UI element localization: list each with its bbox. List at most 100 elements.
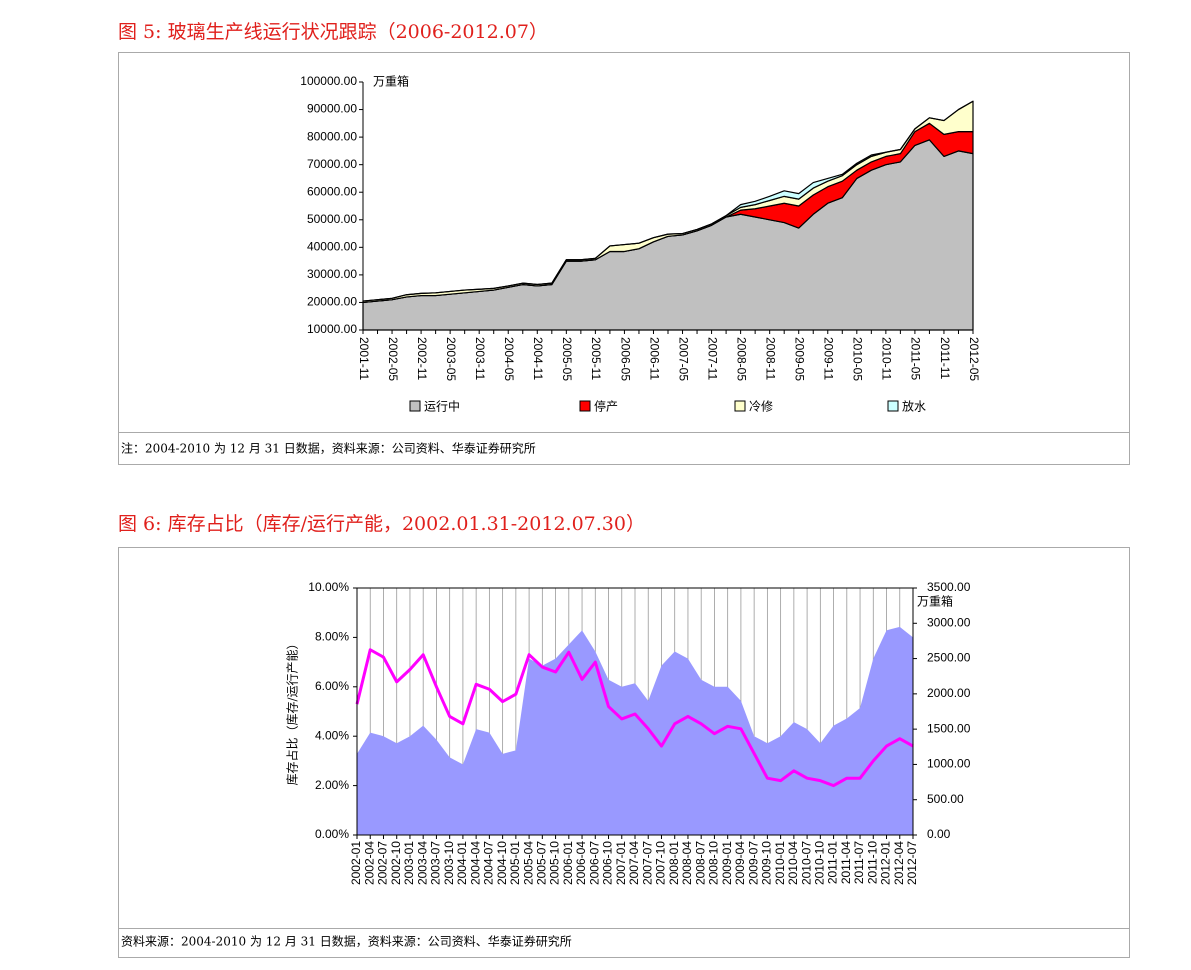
x-tick-label: 2008-01	[667, 841, 681, 885]
x-tick-label: 2005-10	[548, 841, 562, 885]
x-tick-label: 2007-05	[676, 337, 690, 381]
x-tick-label: 2002-05	[386, 337, 400, 381]
y-tick-label: 4.00%	[315, 728, 349, 742]
x-tick-label: 2010-04	[786, 841, 800, 885]
x-tick-label: 2010-11	[880, 337, 894, 380]
y-tick-label: 6.00%	[315, 679, 349, 693]
y-tick-label: 100000.00	[300, 74, 357, 88]
y2-tick-label: 1000.00	[927, 757, 971, 771]
x-tick-label: 2009-10	[760, 841, 774, 885]
legend-label: 冷修	[749, 399, 773, 414]
x-tick-label: 2009-07	[746, 841, 760, 885]
area	[357, 626, 913, 835]
x-tick-label: 2012-01	[879, 841, 893, 885]
x-tick-label: 2007-04	[627, 841, 641, 885]
y2-tick-label: 0.00	[927, 827, 951, 841]
y2-tick-label: 3000.00	[927, 615, 971, 629]
x-tick-label: 2006-04	[574, 841, 588, 885]
x-tick-label: 2005-07	[535, 841, 549, 885]
y-tick-label: 20000.00	[307, 295, 357, 309]
x-tick-label: 2011-01	[826, 841, 840, 884]
x-tick-label: 2007-10	[654, 841, 668, 885]
x-tick-label: 2008-11	[763, 337, 777, 380]
x-tick-label: 2005-04	[521, 841, 535, 885]
y-tick-label: 90000.00	[307, 102, 357, 116]
y-tick-label: 70000.00	[307, 157, 357, 171]
x-tick-label: 2002-04	[362, 841, 376, 885]
x-tick-label: 2004-11	[531, 337, 545, 380]
x-tick-label: 2003-01	[402, 841, 416, 885]
y-tick-label: 30000.00	[307, 267, 357, 281]
x-tick-label: 2005-01	[508, 841, 522, 885]
x-tick-label: 2011-05	[909, 337, 923, 380]
x-tick-label: 2007-07	[640, 841, 654, 885]
x-tick-label: 2009-05	[793, 337, 807, 381]
area	[362, 100, 974, 302]
x-tick-label: 2006-07	[587, 841, 601, 885]
legend-swatch	[887, 400, 899, 412]
x-tick-label: 2003-10	[442, 841, 456, 885]
x-tick-label: 2006-05	[618, 337, 632, 381]
x-tick-label: 2008-04	[680, 841, 694, 885]
line	[355, 648, 914, 788]
y-tick-label: 10.00%	[308, 580, 349, 594]
y2-tick-label: 500.00	[927, 792, 964, 806]
figure-box	[118, 547, 1130, 958]
unit-label: 万重箱	[373, 74, 409, 89]
x-tick-label: 2011-11	[938, 337, 952, 380]
y-tick-label: 80000.00	[307, 129, 357, 143]
x-tick-label: 2009-01	[720, 841, 734, 885]
figure-note: 注：2004-2010 为 12 月 31 日数据，资料来源：公司资料、华泰证券…	[121, 441, 536, 456]
x-tick-label: 2004-05	[502, 337, 516, 381]
x-tick-label: 2003-04	[415, 841, 429, 885]
x-tick-label: 2008-05	[734, 337, 748, 381]
x-tick-label: 2006-10	[601, 841, 615, 885]
x-tick-label: 2011-10	[865, 841, 879, 884]
y-tick-label: 40000.00	[307, 240, 357, 254]
x-tick-label: 2003-07	[429, 841, 443, 885]
y2-tick-label: 3500.00	[927, 580, 971, 594]
x-tick-label: 2004-07	[482, 841, 496, 885]
figure-title: 图 6: 库存占比（库存/运行产能，2002.01.31-2012.07.30）	[118, 513, 645, 535]
y2-tick-label: 2500.00	[927, 651, 971, 665]
y2-unit: 万重箱	[917, 594, 953, 609]
x-tick-label: 2009-11	[822, 337, 836, 380]
x-tick-label: 2007-01	[614, 841, 628, 885]
x-tick-label: 2006-01	[561, 841, 575, 885]
x-tick-label: 2007-11	[705, 337, 719, 380]
x-tick-label: 2012-05	[967, 337, 981, 381]
figure-note: 资料来源：2004-2010 为 12 月 31 日数据，资料来源：公司资料、华…	[121, 934, 572, 949]
y-tick-label: 8.00%	[315, 630, 349, 644]
y-tick-label: 60000.00	[307, 184, 357, 198]
x-tick-label: 2002-11	[415, 337, 429, 380]
legend-swatch	[579, 400, 591, 412]
x-tick-label: 2010-10	[813, 841, 827, 885]
x-tick-label: 2008-07	[693, 841, 707, 885]
y-tick-label: 2.00%	[315, 778, 349, 792]
legend-label: 运行中	[424, 399, 460, 414]
legend-label: 停产	[594, 399, 618, 414]
x-tick-label: 2001-11	[357, 337, 371, 380]
x-tick-label: 2002-01	[349, 841, 363, 885]
y2-tick-label: 1500.00	[927, 721, 971, 735]
x-tick-label: 2011-04	[839, 841, 853, 884]
legend-swatch	[734, 400, 746, 412]
figure-box	[118, 52, 1130, 465]
y2-tick-label: 2000.00	[927, 686, 971, 700]
x-tick-label: 2002-10	[389, 841, 403, 885]
y-tick-label: 0.00%	[315, 827, 349, 841]
y-tick-label: 10000.00	[307, 322, 357, 336]
x-tick-label: 2004-10	[495, 841, 509, 885]
x-tick-label: 2010-05	[851, 337, 865, 381]
legend-label: 放水	[902, 399, 926, 414]
x-tick-label: 2011-07	[852, 841, 866, 884]
x-tick-label: 2005-11	[589, 337, 603, 380]
x-tick-label: 2012-07	[905, 841, 919, 885]
figure-title: 图 5: 玻璃生产线运行状况跟踪（2006-2012.07）	[118, 21, 548, 43]
x-tick-label: 2004-01	[455, 841, 469, 885]
legend-swatch	[409, 400, 421, 412]
x-tick-label: 2010-07	[799, 841, 813, 885]
x-tick-label: 2008-10	[707, 841, 721, 885]
x-tick-label: 2009-04	[733, 841, 747, 885]
